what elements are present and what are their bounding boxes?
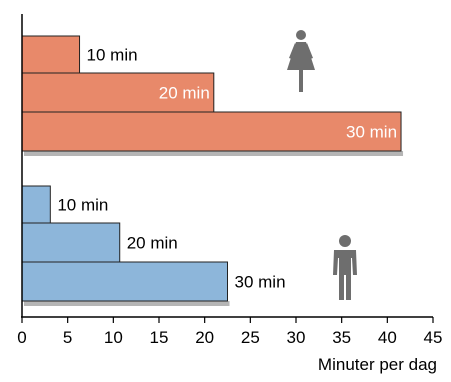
x-ticks: 0 5 10 15 20 25 30 35 40 45 xyxy=(17,317,442,347)
x-axis: 0 5 10 15 20 25 30 35 40 45 Minuter per dag xyxy=(17,14,442,374)
x-tick-label: 15 xyxy=(150,328,169,347)
bar-data-label: 20 min xyxy=(159,84,210,103)
bar-data-label: 20 min xyxy=(127,234,178,253)
bar-group: 10 min 20 min 30 min xyxy=(21,35,404,156)
x-axis-label: Minuter per dag xyxy=(318,355,437,374)
man-icon xyxy=(333,235,357,300)
bar-data-label: 10 min xyxy=(87,46,138,65)
x-tick-label: 5 xyxy=(63,328,72,347)
bar-group: 10 min 20 min 30 min xyxy=(21,185,286,306)
bar xyxy=(21,222,121,263)
x-tick-label: 25 xyxy=(241,328,260,347)
bar xyxy=(21,111,402,152)
x-tick-label: 30 xyxy=(287,328,306,347)
icons-layer xyxy=(287,30,357,300)
bar-shadow xyxy=(24,151,404,156)
x-tick-label: 0 xyxy=(17,328,26,347)
bar xyxy=(21,35,81,74)
x-tick-label: 45 xyxy=(424,328,443,347)
bar-shadow xyxy=(24,301,230,306)
woman-icon xyxy=(287,30,315,92)
bar xyxy=(21,261,228,302)
bar-data-label: 30 min xyxy=(235,273,286,292)
x-tick-label: 40 xyxy=(378,328,397,347)
bar-data-label: 10 min xyxy=(57,196,108,215)
bar xyxy=(21,185,51,224)
x-tick-label: 10 xyxy=(104,328,123,347)
x-tick-label: 35 xyxy=(332,328,351,347)
bar-data-label: 30 min xyxy=(346,123,397,142)
x-tick-label: 20 xyxy=(195,328,214,347)
bars-layer: 10 min 20 min 30 min 10 min 20 min 30 min xyxy=(21,35,404,306)
bar xyxy=(21,72,215,113)
